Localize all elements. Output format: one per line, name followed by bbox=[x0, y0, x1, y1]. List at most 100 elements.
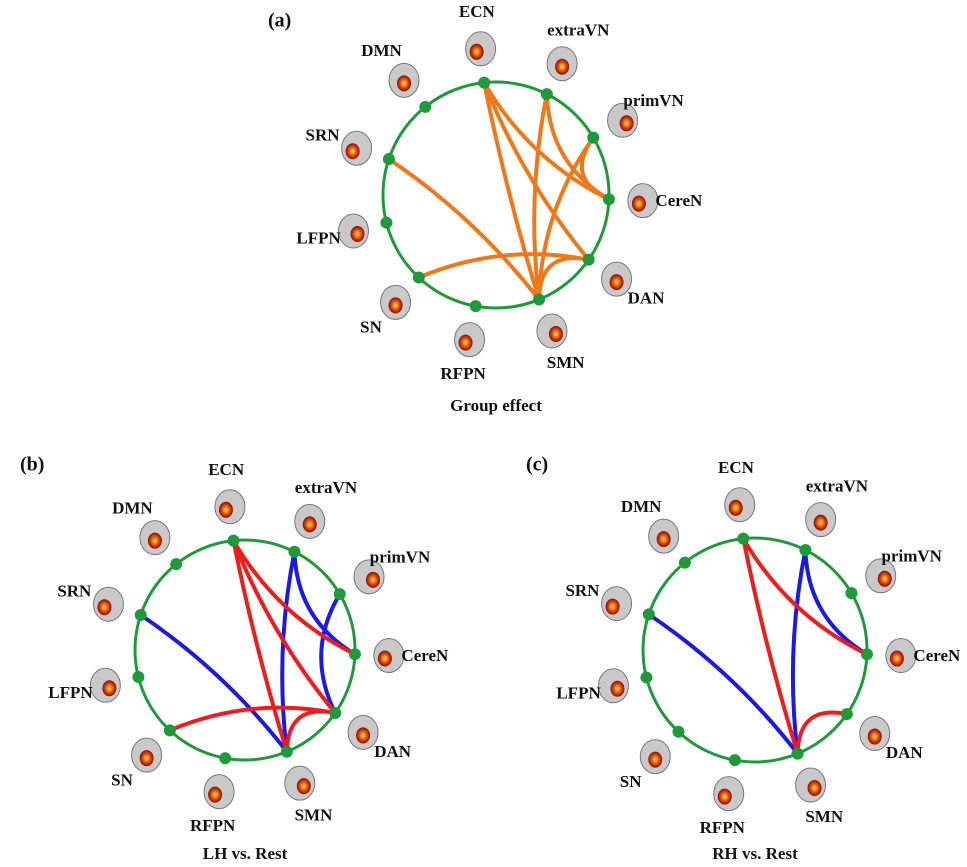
node-dot bbox=[478, 77, 490, 89]
activation bbox=[397, 75, 411, 91]
node-label: primVN bbox=[882, 546, 943, 565]
node-label: primVN bbox=[370, 547, 431, 566]
activation bbox=[470, 44, 484, 60]
node-label: LFPN bbox=[296, 229, 341, 248]
activation bbox=[549, 326, 563, 342]
activation bbox=[620, 115, 634, 131]
node-label: extraVN bbox=[547, 20, 610, 39]
node-label: DAN bbox=[886, 743, 924, 762]
activation bbox=[878, 571, 892, 587]
node-label: CereN bbox=[655, 191, 703, 210]
node-dot bbox=[533, 294, 545, 306]
node-dot bbox=[799, 544, 811, 556]
connection bbox=[321, 594, 340, 713]
activation bbox=[297, 778, 311, 794]
node-dot bbox=[861, 648, 873, 660]
node-dot bbox=[679, 557, 691, 569]
panel-label: (c) bbox=[526, 454, 548, 476]
node-dot bbox=[380, 217, 392, 229]
activation bbox=[718, 789, 732, 805]
node-label: RFPN bbox=[190, 816, 236, 835]
node-label: extraVN bbox=[295, 478, 358, 497]
node-label: SMN bbox=[295, 805, 334, 824]
node-label: SN bbox=[360, 318, 382, 337]
node-dot bbox=[135, 609, 147, 621]
connectogram: (a)Group effectECNextraVNprimVNCereNDANS… bbox=[268, 2, 703, 415]
caption: LH vs. Rest bbox=[203, 844, 288, 863]
node-dot bbox=[228, 535, 240, 547]
activation bbox=[632, 196, 646, 212]
connection bbox=[287, 711, 335, 751]
caption: Group effect bbox=[450, 396, 542, 415]
activation bbox=[356, 727, 370, 743]
node-label: LFPN bbox=[556, 683, 601, 702]
node-label: DAN bbox=[374, 742, 412, 761]
connection bbox=[141, 615, 287, 752]
node-dot bbox=[383, 153, 395, 165]
node-label: DMN bbox=[621, 497, 662, 516]
panel-label: (b) bbox=[20, 454, 44, 476]
node-label: SMN bbox=[805, 807, 844, 826]
node-dot bbox=[587, 132, 599, 144]
activation bbox=[389, 297, 403, 313]
activation bbox=[657, 531, 671, 547]
node-dot bbox=[583, 254, 595, 266]
connection bbox=[389, 159, 539, 299]
activation bbox=[555, 59, 569, 75]
node-label: ECN bbox=[718, 458, 755, 477]
activation bbox=[808, 780, 822, 796]
activation bbox=[366, 572, 380, 588]
node-dot bbox=[470, 300, 482, 312]
node-dot bbox=[729, 754, 741, 766]
node-dot bbox=[737, 533, 749, 545]
node-dot bbox=[219, 752, 231, 764]
node-label: ECN bbox=[208, 460, 245, 479]
connection bbox=[798, 713, 847, 754]
node-dot bbox=[170, 558, 182, 570]
activation bbox=[459, 335, 473, 351]
caption: RH vs. Rest bbox=[712, 844, 798, 863]
activation bbox=[610, 681, 624, 697]
node-label: RFPN bbox=[440, 364, 486, 383]
panel-label: (a) bbox=[268, 10, 291, 32]
node-dot bbox=[164, 724, 176, 736]
activation bbox=[102, 680, 116, 696]
connection bbox=[793, 550, 805, 754]
node-label: SMN bbox=[547, 353, 586, 372]
node-label: ECN bbox=[459, 2, 496, 21]
node-dot bbox=[603, 193, 615, 205]
node-dot bbox=[349, 648, 361, 660]
activation bbox=[868, 729, 882, 745]
connectogram: (c) RH vs. Rest ECN extraVN primVN CereN DAN SM… bbox=[526, 454, 961, 863]
node-dot bbox=[541, 88, 553, 100]
node-label: SRN bbox=[565, 581, 600, 600]
node-label: SRN bbox=[305, 126, 340, 145]
node-label: primVN bbox=[623, 91, 684, 110]
node-label: CereN bbox=[913, 646, 961, 665]
activation bbox=[729, 500, 743, 516]
node-label: RFPN bbox=[700, 818, 746, 837]
connection bbox=[649, 614, 798, 753]
node-dot bbox=[281, 746, 293, 758]
node-dot bbox=[640, 671, 652, 683]
node-label: SN bbox=[620, 772, 642, 791]
node-label: SN bbox=[111, 770, 133, 789]
activation bbox=[350, 226, 364, 242]
activation bbox=[378, 650, 392, 666]
connectogram: (b)LH vs. RestECNextraVNprimVNCereNDANSM… bbox=[20, 454, 449, 863]
node-dot bbox=[334, 588, 346, 600]
node-dot bbox=[792, 748, 804, 760]
node-label: DMN bbox=[361, 41, 402, 60]
activation bbox=[148, 533, 162, 549]
activation bbox=[97, 599, 111, 615]
node-dot bbox=[845, 587, 857, 599]
node-label: extraVN bbox=[806, 476, 869, 495]
activation bbox=[219, 502, 233, 518]
activation bbox=[303, 516, 317, 532]
activation bbox=[610, 274, 624, 290]
node-label: DMN bbox=[112, 498, 153, 517]
node-dot bbox=[132, 671, 144, 683]
node-label: LFPN bbox=[48, 683, 93, 702]
activation bbox=[606, 599, 620, 615]
activation bbox=[890, 651, 904, 667]
